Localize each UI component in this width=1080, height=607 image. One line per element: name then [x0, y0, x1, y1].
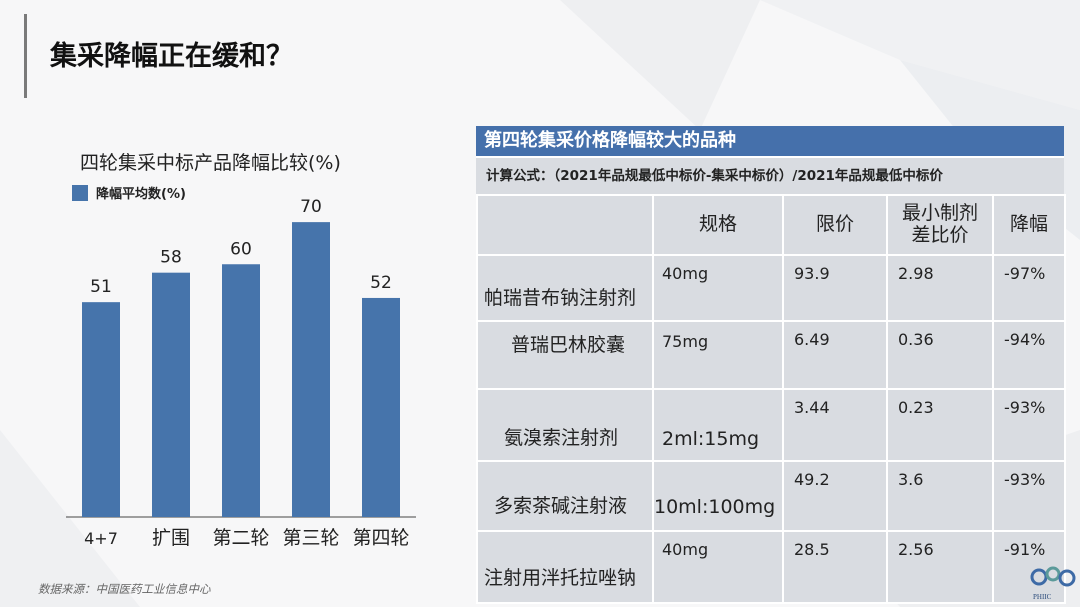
drug-name: 帕瑞昔布钠注射剂	[484, 287, 637, 309]
price-limit-cell: 93.9	[782, 254, 888, 322]
header-ratio-label: 最小制剂差比价	[901, 202, 978, 246]
drug-name-cell: 帕瑞昔布钠注射剂	[476, 254, 654, 322]
drug-name: 注射用泮托拉唑钠	[484, 567, 637, 589]
drug-name-cell: 注射用泮托拉唑钠	[476, 530, 654, 604]
chart-title: 四轮集采中标产品降幅比较(%)	[80, 152, 341, 174]
table-row: 注射用泮托拉唑钠 40mg 28.5 2.56 -91%	[476, 530, 1066, 604]
price-limit-cell: 6.49	[782, 320, 888, 390]
table-row: 氨溴索注射剂 2ml:15mg 3.44 0.23 -93%	[476, 388, 1066, 462]
legend-swatch	[72, 184, 88, 201]
x-tick-label: 第四轮	[352, 527, 409, 549]
header-price-limit: 限价	[782, 194, 888, 256]
price-limit-cell: 28.5	[782, 530, 888, 604]
bar-value-label: 52	[370, 273, 392, 293]
price-limit-cell: 49.2	[782, 460, 888, 532]
spec-cell: 75mg	[652, 320, 784, 390]
table-formula: 计算公式：（2021年品规最低中标价-集采中标价）/2021年品规最低中标价	[476, 156, 1064, 194]
table-row: 普瑞巴林胶囊 75mg 6.49 0.36 -94%	[476, 320, 1066, 390]
drug-name-cell: 普瑞巴林胶囊	[476, 320, 654, 390]
x-tick-label: 4+7	[84, 529, 118, 548]
slide-title: 集采降幅正在缓和？	[50, 41, 293, 72]
ratio-cell: 0.36	[886, 320, 994, 390]
drop-cell: -93%	[992, 388, 1066, 462]
bar	[152, 272, 190, 517]
x-tick-label: 第三轮	[282, 527, 339, 549]
bar-value-label: 70	[300, 197, 322, 217]
bar-value-label: 58	[160, 248, 182, 268]
ratio-cell: 2.98	[886, 254, 994, 322]
bar	[362, 297, 400, 517]
table-row: 多索茶碱注射液 10ml:100mg 49.2 3.6 -93%	[476, 460, 1066, 532]
bar-value-label: 51	[90, 277, 112, 297]
header-spec: 规格	[652, 194, 784, 256]
bar-value-label: 60	[230, 239, 252, 259]
bar	[292, 222, 330, 517]
ratio-cell: 3.6	[886, 460, 994, 532]
bar-chart: 51 4+7 58 扩围 60 第二轮 70 第三轮 52 第四轮	[66, 197, 416, 549]
drug-name: 多索茶碱注射液	[494, 495, 628, 517]
header-ratio: 最小制剂差比价	[886, 194, 994, 256]
drug-name: 普瑞巴林胶囊	[510, 334, 625, 356]
price-limit-cell: 3.44	[782, 388, 888, 462]
table-title: 第四轮集采价格降幅较大的品种	[476, 126, 1064, 156]
spec-cell: 10ml:100mg	[652, 460, 784, 532]
title-accent-bar	[24, 14, 27, 98]
ratio-cell: 2.56	[886, 530, 994, 604]
drug-name-cell: 氨溴索注射剂	[476, 388, 654, 462]
table-header-row: 规格 限价 最小制剂差比价 降幅	[476, 194, 1066, 256]
drug-table-panel: 第四轮集采价格降幅较大的品种 计算公式：（2021年品规最低中标价-集采中标价）…	[476, 126, 1066, 604]
logo-text: PHIIC	[1033, 593, 1052, 601]
drop-cell: -94%	[992, 320, 1066, 390]
phiic-logo	[1030, 566, 1076, 587]
spec-cell: 40mg	[652, 254, 784, 322]
drop-cell: -93%	[992, 460, 1066, 532]
x-tick-label: 扩围	[152, 527, 190, 549]
drug-name: 氨溴索注射剂	[504, 427, 619, 449]
header-drop: 降幅	[992, 194, 1066, 256]
data-source-note: 数据来源：中国医药工业信息中心	[38, 582, 211, 596]
chart-legend: 降幅平均数(%)	[72, 183, 186, 202]
drop-cell: -97%	[992, 254, 1066, 322]
spec-cell: 40mg	[652, 530, 784, 604]
table-row: 帕瑞昔布钠注射剂 40mg 93.9 2.98 -97%	[476, 254, 1066, 322]
legend-label: 降幅平均数(%)	[96, 187, 186, 202]
header-drug	[476, 194, 654, 256]
drug-table: 规格 限价 最小制剂差比价 降幅 帕瑞昔布钠注射剂 40mg 93.9 2.98…	[476, 194, 1066, 604]
spec-cell: 2ml:15mg	[652, 388, 784, 462]
ratio-cell: 0.23	[886, 388, 994, 462]
x-tick-label: 第二轮	[212, 527, 269, 549]
bar	[222, 264, 260, 517]
bar	[82, 302, 120, 517]
drug-name-cell: 多索茶碱注射液	[476, 460, 654, 532]
